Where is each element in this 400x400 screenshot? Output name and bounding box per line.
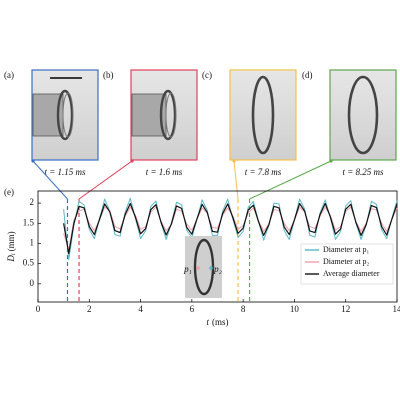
y-axis-subscript: i [11, 253, 17, 255]
x-axis-unit: (ms) [212, 317, 229, 327]
connector-head [329, 159, 333, 163]
connector [233, 160, 239, 200]
y-tick-label: 0 [30, 278, 35, 288]
ring [347, 75, 379, 155]
connector [249, 160, 332, 200]
panel-label: (c) [202, 70, 212, 80]
inset-label: p₁ [183, 264, 192, 274]
y-axis-label: Di (mm) [6, 231, 17, 262]
inset-point [196, 266, 200, 270]
inset-ring [193, 238, 215, 296]
x-axis-symbol: t [206, 317, 209, 327]
panel-caption: t = 8.25 ms [342, 167, 384, 177]
inset-image [185, 236, 222, 298]
x-tick-label: 10 [290, 304, 300, 314]
panel-caption: t = 7.8 ms [245, 167, 282, 177]
legend-label: Diameter at p₂ [323, 257, 370, 266]
x-tick-label: 12 [341, 304, 350, 314]
x-axis-label: t (ms) [206, 317, 228, 327]
ring-inner [165, 92, 177, 138]
legend-label: Diameter at p₁ [323, 245, 370, 254]
ring-inner [62, 92, 74, 138]
connector-head [232, 159, 236, 163]
inset-point [209, 266, 213, 270]
panel-label: (a) [4, 70, 14, 80]
panel-label: (d) [302, 70, 313, 80]
connector [78, 160, 133, 200]
y-tick-label: 1 [30, 238, 35, 248]
legend-label: Average diameter [323, 269, 380, 278]
y-tick-label: 0.5 [23, 258, 35, 268]
panel-image [329, 69, 397, 161]
panel-label: (b) [103, 70, 114, 80]
x-tick-label: 6 [190, 304, 195, 314]
x-tick-label: 0 [36, 304, 41, 314]
y-axis-symbol: D [6, 255, 16, 263]
panel-caption: t = 1.15 ms [44, 167, 86, 177]
x-tick-label: 4 [138, 304, 143, 314]
panel-label: (e) [4, 187, 14, 197]
series-line [63, 202, 398, 255]
ring [251, 75, 275, 155]
plot-frame [37, 190, 398, 303]
image-panels: (a) t = 1.15 ms (b) t = 1.6 ms (c) t = 7.8 ms… [4, 69, 397, 302]
connector-head [130, 159, 134, 163]
x-tick-label: 14 [393, 304, 400, 314]
line-chart: (e) 0 2 4 6 8 10 12 14 0 0.5 1 1.5 2 t (ms) Di (mm) p₁ p₂ Di… [4, 187, 400, 327]
x-tick-label: 8 [241, 304, 246, 314]
ring [159, 89, 177, 141]
y-axis-unit: (mm) [6, 231, 16, 251]
y-tick-label: 2 [30, 197, 35, 207]
inset-label: p₂ [213, 264, 222, 274]
ring [56, 89, 74, 141]
connector-head [31, 159, 35, 163]
x-tick-label: 2 [87, 304, 92, 314]
connector [32, 160, 68, 200]
panel-caption: t = 1.6 ms [146, 167, 183, 177]
panel-image [229, 69, 297, 161]
y-tick-label: 1.5 [23, 217, 35, 227]
